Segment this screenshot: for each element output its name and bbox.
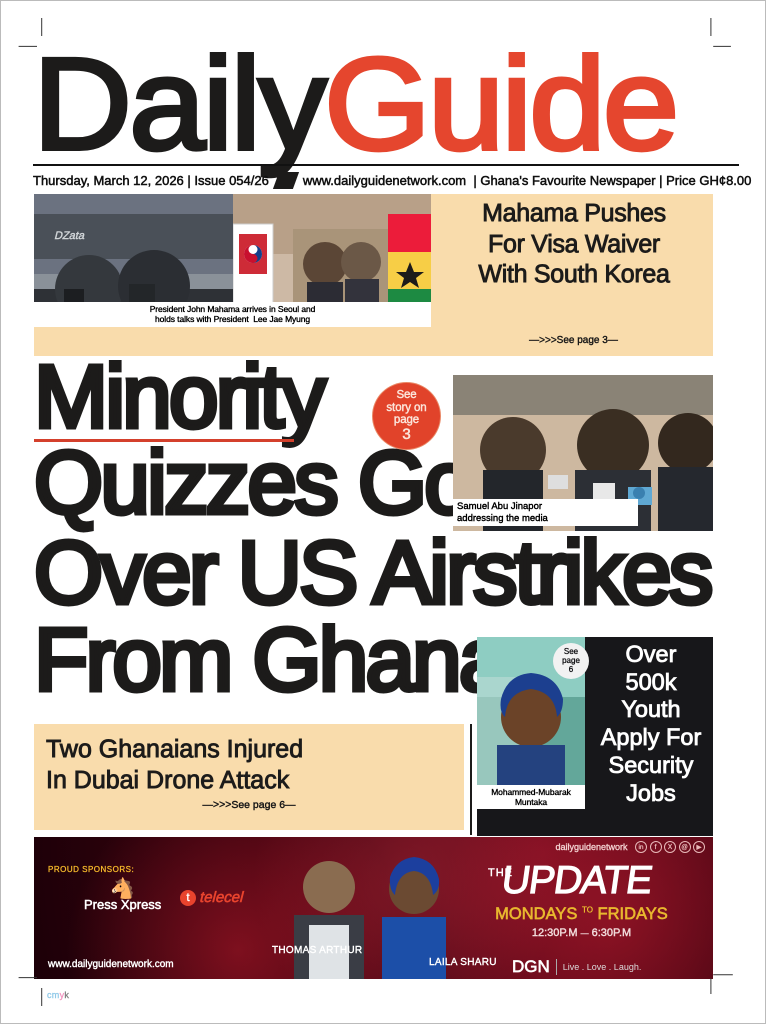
svg-text:DZata: DZata xyxy=(54,230,85,242)
